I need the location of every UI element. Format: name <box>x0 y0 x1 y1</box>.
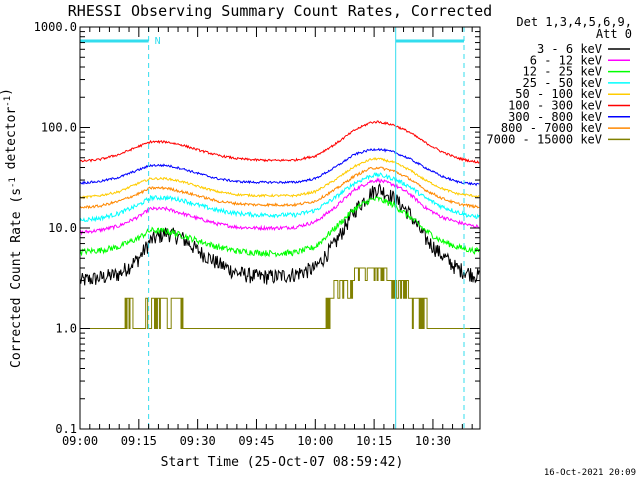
legend-label-25-50-kev: 25 - 50 keV <box>523 76 602 90</box>
legend-header-line-1: Det 1,3,4,5,6,9, <box>516 15 632 29</box>
legend-label-100-300-kev: 100 - 300 keV <box>508 99 602 113</box>
axis-layer: 0.1 1.0 10.0 100.0 1000.0 09:00 09:15 09:30 09:4… <box>34 20 480 448</box>
y-tick-label: 1000.0 <box>34 20 77 34</box>
y-tick-label: 0.1 <box>55 422 77 436</box>
series-line-50-100-kev <box>79 157 480 200</box>
series-line-6-12-kev <box>79 177 480 236</box>
series-line-12-25-kev <box>79 195 480 258</box>
x-tick-label: 09:45 <box>238 434 274 448</box>
y-tick-label: 1.0 <box>55 322 77 336</box>
x-axis-label: Start Time (25-Oct-07 08:59:42) <box>161 455 404 470</box>
legend-header-line-2: Att 0 <box>596 27 632 41</box>
y-tick-label: 10.0 <box>48 221 77 235</box>
legend-label-7000-15000-kev: 7000 - 15000 keV <box>486 132 602 146</box>
series-line-7000-15000-kev <box>80 267 480 329</box>
timestamp: 16-Oct-2021 20:09 <box>544 468 636 478</box>
series-layer <box>79 120 480 329</box>
legend-label-50-100-kev: 50 - 100 keV <box>515 87 602 101</box>
legend-label-300-800-kev: 300 - 800 keV <box>508 110 602 124</box>
x-tick-label: 10:15 <box>356 434 392 448</box>
x-tick-label: 10:00 <box>297 434 333 448</box>
series-line-800-7000-kev <box>79 166 480 210</box>
legend-label-800-7000-kev: 800 - 7000 keV <box>501 121 602 135</box>
x-tick-label: 09:00 <box>62 434 98 448</box>
y-axis-label: Corrected Count Rate (s-1 detector-1) <box>0 88 24 368</box>
legend-label-12-25-kev: 12 - 25 keV <box>523 65 602 79</box>
legend-label-6-12-kev: 6 - 12 keV <box>530 53 602 67</box>
x-tick-label: 09:15 <box>121 434 157 448</box>
legend-label-3-6-kev: 3 - 6 keV <box>537 42 602 56</box>
x-tick-label: 10:30 <box>415 434 451 448</box>
chart-title: RHESSI Observing Summary Count Rates, Co… <box>68 2 492 20</box>
series-line-300-800-kev <box>79 147 480 187</box>
series-line-3-6-kev <box>79 182 480 286</box>
night-marker-label: N <box>155 36 161 47</box>
series-line-25-50-kev <box>79 172 480 223</box>
series-line-100-300-kev <box>79 120 480 164</box>
y-tick-label: 100.0 <box>41 121 77 135</box>
x-tick-label: 09:30 <box>180 434 216 448</box>
